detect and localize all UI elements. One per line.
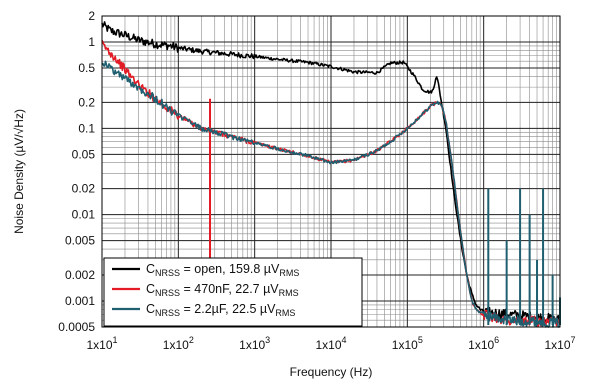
x-axis-ticks: 1x101 1x102 1x103 1x104 1x105 1x106 1x107 [86,335,575,352]
series-line [101,60,561,328]
legend: CNRSS = open, 159.8 µVRMS CNRSS = 470nF, … [103,257,363,327]
legend-box [103,257,363,327]
x-tick-label: 1x106 [468,335,499,352]
legend-entry: CNRSS = 2.2µF, 22.5 µVRMS [146,302,295,318]
plot-frame [101,15,561,328]
y-tick-label: 0.1 [78,121,95,135]
series-layer [101,21,561,328]
y-tick-label: 2 [88,9,95,23]
y-tick-label: 0.0005 [58,320,95,334]
y-tick-label: 0.02 [72,182,96,196]
legend-entry: CNRSS = open, 159.8 µVRMS [146,262,299,278]
x-tick-label: 1x101 [86,335,117,352]
x-tick-label: 1x105 [392,335,423,352]
y-tick-label: 0.2 [78,95,95,109]
y-tick-label: 0.005 [65,234,95,248]
x-axis-label: Frequency (Hz) [290,365,373,379]
x-tick-label: 1x102 [163,335,194,352]
y-axis-ticks: 2 1 0.5 0.2 0.1 0.05 0.02 0.01 0.005 0.002 0.001 0.… [58,9,95,334]
y-axis-label: Noise Density (µV/√Hz) [12,109,26,234]
y-tick-label: 0.002 [65,268,95,282]
y-tick-label: 0.05 [72,147,96,161]
y-tick-label: 0.01 [72,208,96,222]
x-tick-label: 1x104 [315,335,346,352]
y-tick-label: 1 [88,35,95,49]
x-tick-label: 1x107 [544,335,575,352]
legend-entry: CNRSS = 470nF, 22.7 µVRMS [146,282,299,298]
y-tick-label: 0.5 [78,61,95,75]
x-tick-label: 1x103 [239,335,270,352]
y-tick-label: 0.001 [65,294,95,308]
